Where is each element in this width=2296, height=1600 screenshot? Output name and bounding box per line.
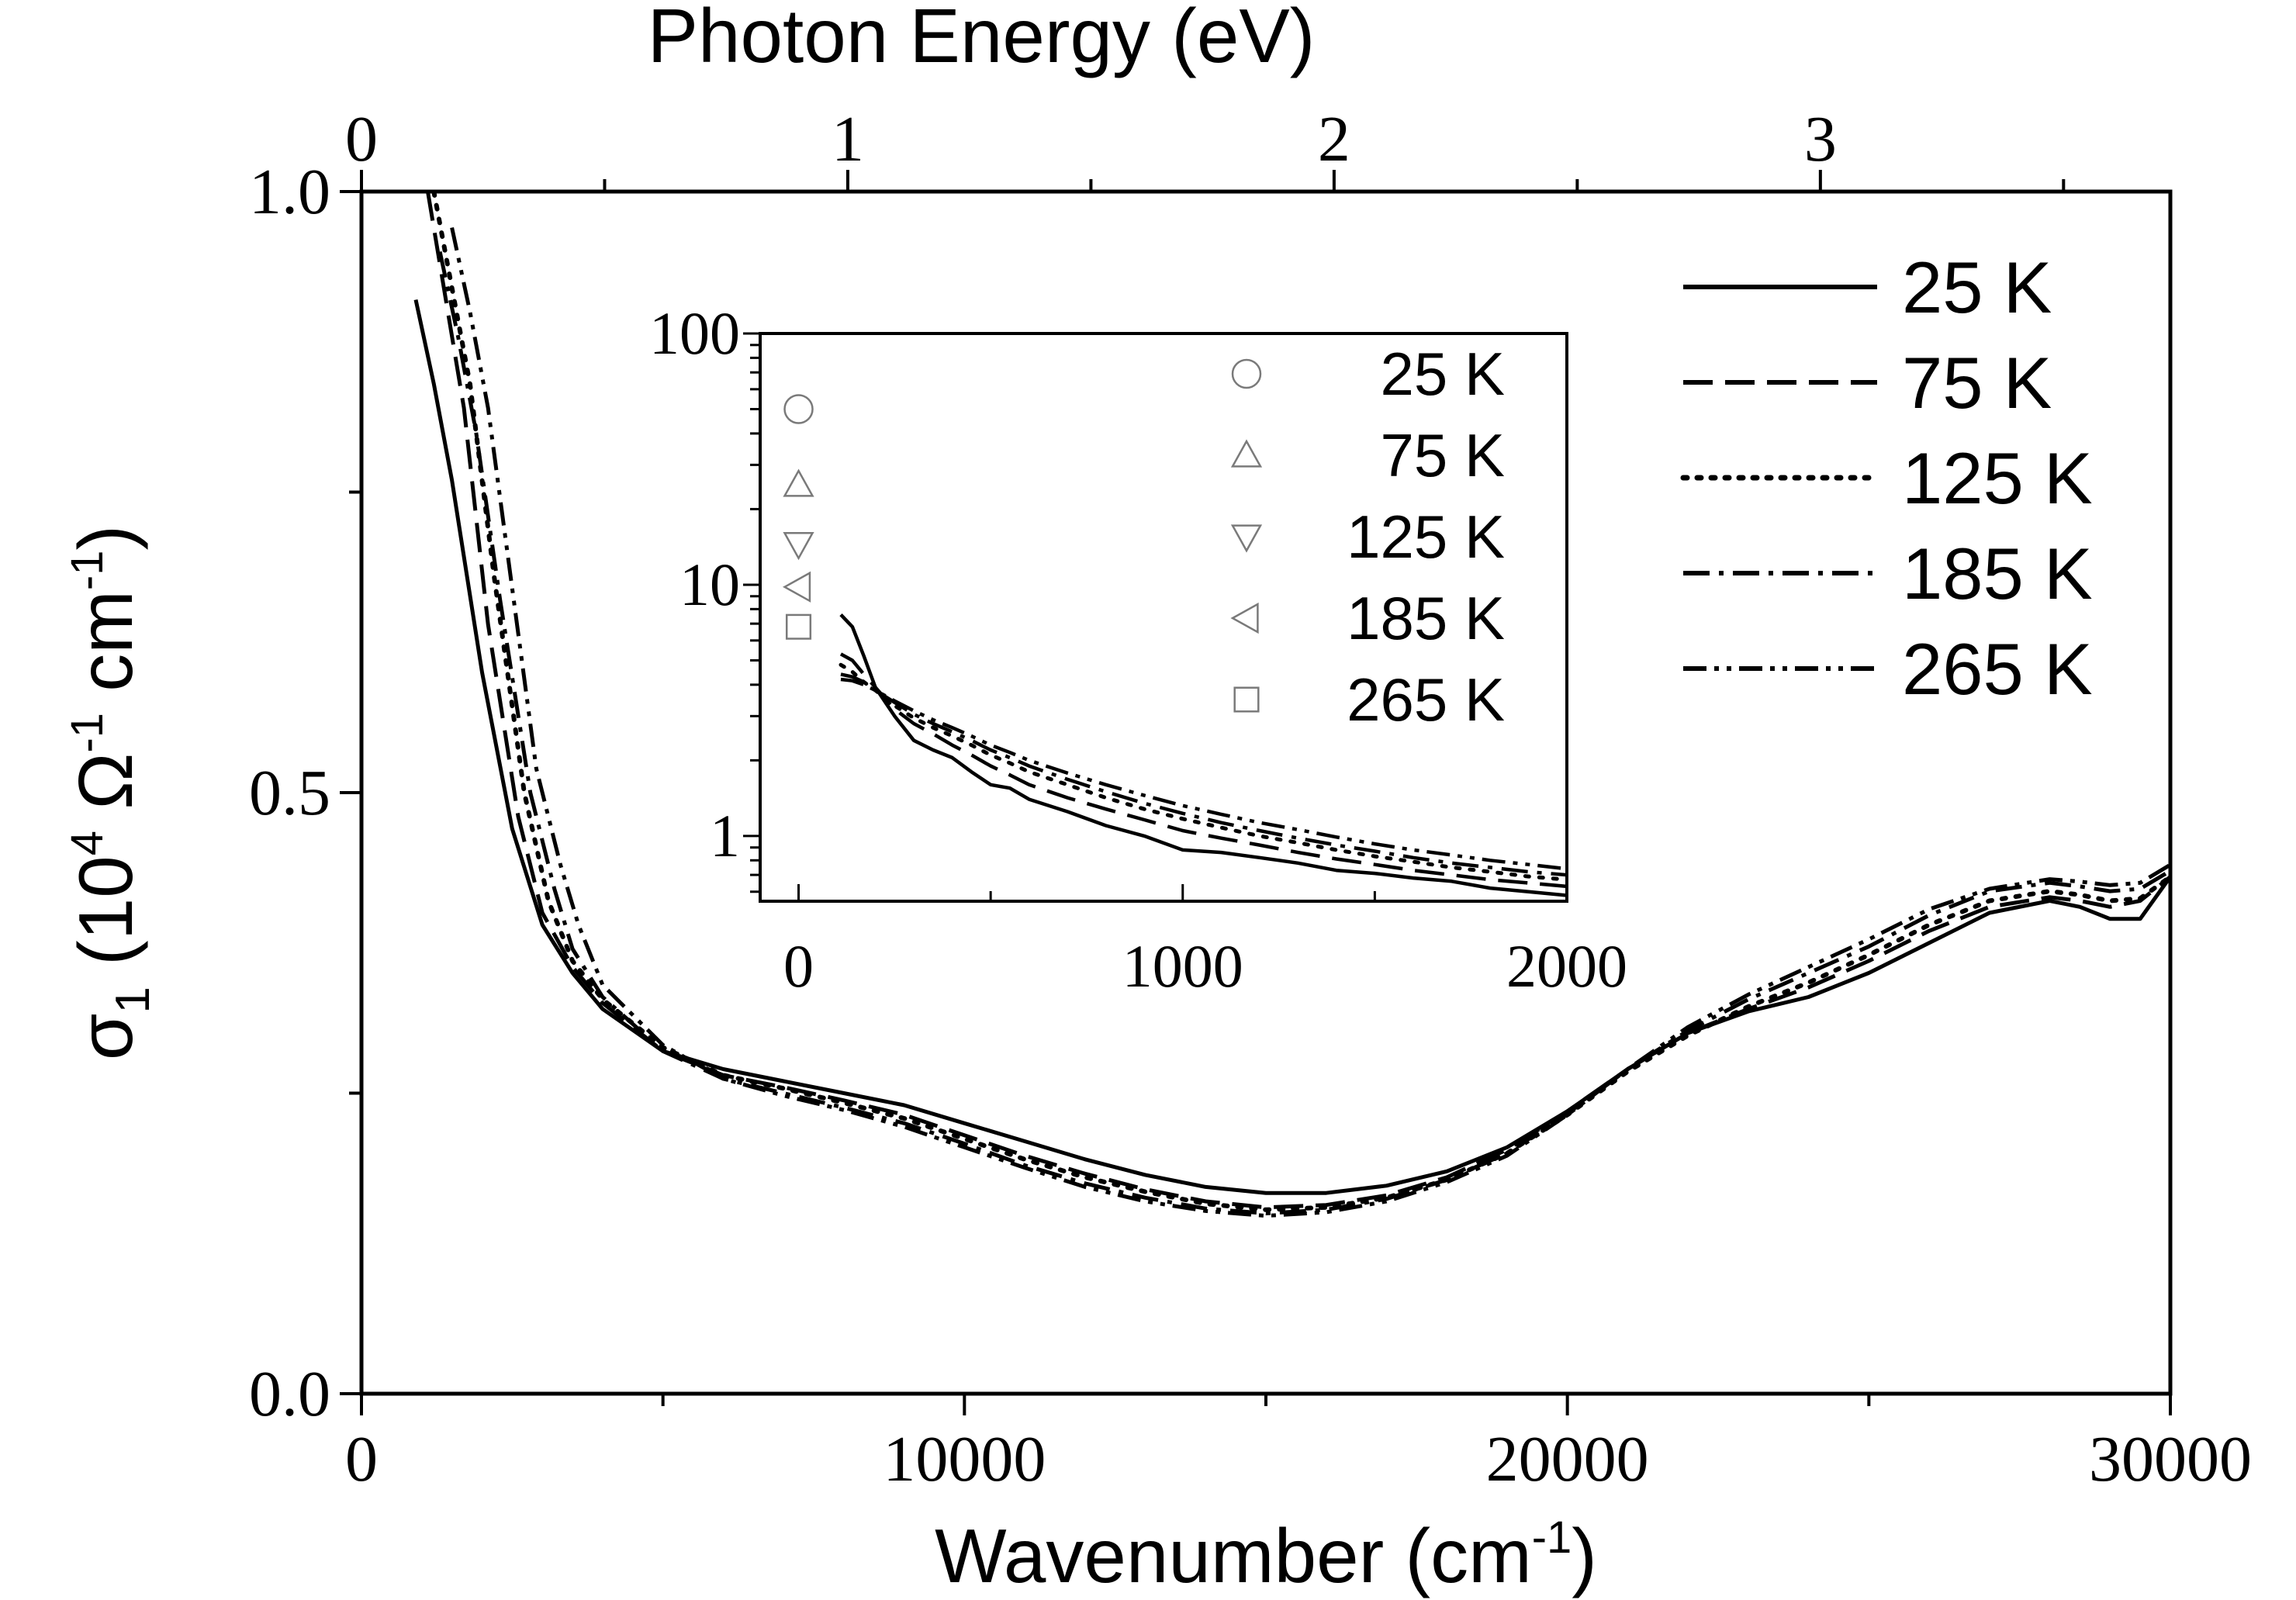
y-tick-label: 0.0 bbox=[249, 1358, 330, 1430]
inset-axis-ticks bbox=[743, 332, 1568, 901]
series-line bbox=[431, 192, 2170, 1212]
x2-tick-label: 0 bbox=[345, 103, 378, 175]
inset-x-tick-label: 2000 bbox=[1506, 932, 1627, 1000]
inset-markers bbox=[782, 394, 814, 640]
x2-tick-label: 1 bbox=[832, 103, 864, 175]
y-tick-label: 0.5 bbox=[249, 757, 330, 829]
main-legend: 25 K 75 K 125 K 185 K 265 K bbox=[1680, 247, 2093, 710]
legend-label: 185 K bbox=[1902, 533, 2093, 614]
x-tick-label: 10000 bbox=[883, 1423, 1046, 1495]
inset-legend-label: 265 K bbox=[1347, 665, 1505, 734]
legend-label: 265 K bbox=[1902, 628, 2093, 710]
inset-series-line bbox=[839, 662, 1567, 882]
inset-y-tick-label: 1 bbox=[710, 802, 740, 869]
y-tick-label: 1.0 bbox=[249, 156, 330, 228]
inset-axis-tick-labels: 0 1000 2000 1 10 100 bbox=[649, 299, 1627, 1000]
x-axis-title: Wavenumber (cm-1) bbox=[935, 1512, 1597, 1598]
y-axis-title: σ1 (104 Ω-1 cm-1) bbox=[62, 525, 160, 1060]
inset-legend-label: 125 K bbox=[1347, 503, 1505, 571]
legend-label: 25 K bbox=[1902, 247, 2052, 328]
inset-marker bbox=[783, 468, 814, 497]
inset-legend-symbol bbox=[1230, 439, 1263, 468]
series-line bbox=[413, 299, 2170, 1195]
legend-label: 125 K bbox=[1902, 437, 2093, 519]
inset-legend-label: 75 K bbox=[1381, 421, 1505, 489]
inset-marker bbox=[783, 532, 814, 561]
inset-marker bbox=[785, 613, 812, 640]
x-tick-label: 30000 bbox=[2089, 1423, 2252, 1495]
inset-legend-symbol bbox=[1230, 602, 1259, 634]
inset-y-tick-label: 100 bbox=[649, 299, 740, 367]
inset-x-tick-label: 1000 bbox=[1122, 932, 1243, 1000]
x2-tick-label: 2 bbox=[1318, 103, 1350, 175]
inset-legend-label: 185 K bbox=[1347, 584, 1505, 652]
inset-legend-symbol bbox=[1231, 358, 1262, 389]
inset-legend-symbol bbox=[1230, 524, 1263, 553]
x2-tick-label: 3 bbox=[1804, 103, 1837, 175]
inset-legend: 25 K 75 K 125 K 185 K 265 K bbox=[1230, 340, 1505, 734]
x-tick-label: 0 bbox=[345, 1423, 378, 1495]
x2-axis-title: Photon Energy (eV) bbox=[648, 0, 1316, 78]
inset-marker bbox=[782, 571, 811, 603]
x-tick-label: 20000 bbox=[1486, 1423, 1649, 1495]
inset-x-tick-label: 0 bbox=[783, 932, 814, 1000]
inset-legend-symbol bbox=[1233, 686, 1260, 713]
inset-legend-label: 25 K bbox=[1381, 340, 1505, 408]
main-series-group bbox=[413, 192, 2170, 1218]
main-axis-ticks bbox=[340, 170, 2172, 1415]
inset-series-line bbox=[840, 677, 1567, 871]
series-line bbox=[426, 192, 2170, 1210]
inset-y-tick-label: 10 bbox=[679, 551, 740, 618]
inset-marker bbox=[783, 394, 814, 424]
series-line bbox=[450, 226, 2170, 1218]
series-line bbox=[437, 251, 2170, 1215]
inset-series-line bbox=[839, 613, 1567, 897]
legend-label: 75 K bbox=[1902, 342, 2052, 423]
inset-series-group bbox=[839, 613, 1567, 897]
